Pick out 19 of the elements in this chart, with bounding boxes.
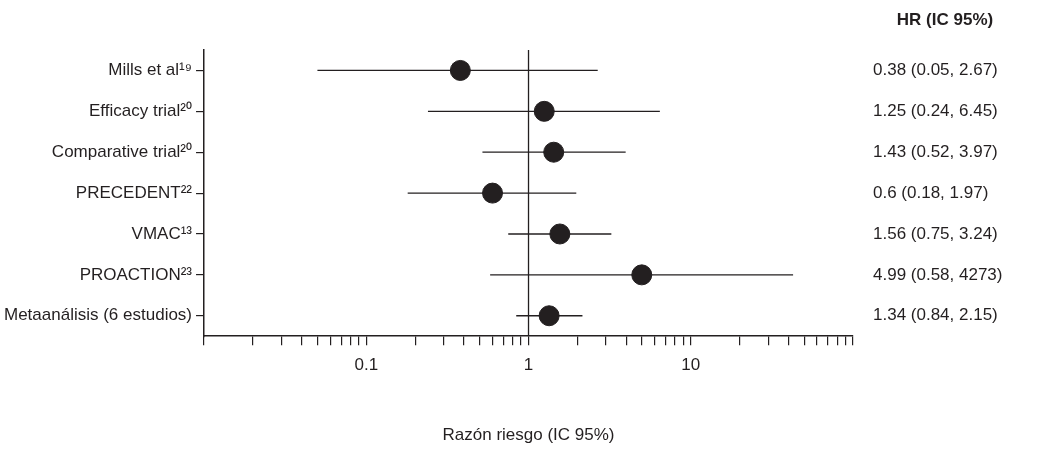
x-tick-label: 1	[523, 355, 534, 375]
y-tick-label: Efficacy trial²⁰	[89, 101, 193, 121]
x-tick-label: 0.1	[354, 355, 379, 375]
text: 0.38 (0.05, 2.67)	[873, 60, 998, 80]
y-tick-label: VMAC¹³	[131, 223, 193, 243]
text: 1.43 (0.52, 3.97)	[873, 141, 998, 161]
text: 1.34 (0.84, 2.15)	[873, 305, 998, 325]
y-tick-label: Metaanálisis (6 estudios)	[4, 305, 193, 325]
text: 0.6 (0.18, 1.97)	[873, 182, 989, 202]
text: 4.99 (0.58, 4273)	[873, 264, 1003, 284]
y-tick-label: Comparative trial²⁰	[51, 141, 193, 161]
y-tick-label: PRECEDENT²²	[75, 182, 193, 202]
x-tick-label: 10	[681, 355, 701, 375]
text: 1.56 (0.75, 3.24)	[873, 223, 998, 243]
text: HR (IC 95%)	[896, 9, 994, 29]
y-tick-label: Mills et al¹⁹	[108, 60, 193, 80]
y-tick-label: PROACTION²³	[79, 264, 193, 284]
x-axis-title: Razón riesgo (IC 95%)	[442, 425, 615, 445]
text: 1.25 (0.24, 6.45)	[873, 101, 998, 121]
